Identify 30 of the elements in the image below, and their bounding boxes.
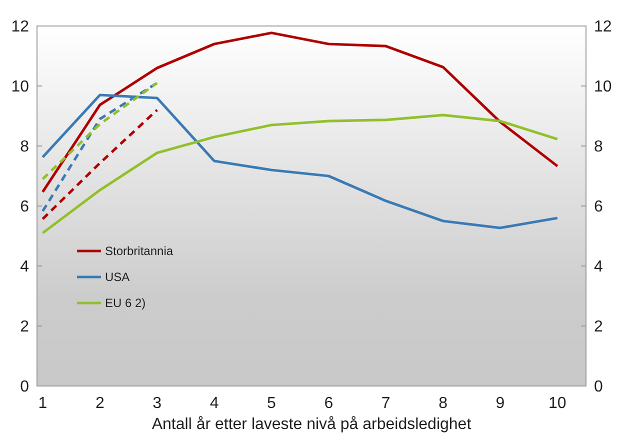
x-tick-label: 2 <box>95 395 104 412</box>
legend-label: Storbritannia <box>105 244 174 258</box>
y-tick-label: 4 <box>20 258 30 276</box>
x-tick-label: 5 <box>267 395 276 412</box>
y-tick-label: 0 <box>20 378 30 396</box>
y-tick-label: 6 <box>20 198 30 216</box>
x-tick-label: 6 <box>324 395 334 412</box>
y2-tick-label: 2 <box>594 318 603 336</box>
y2-tick-label: 0 <box>594 378 603 396</box>
y2-tick-label: 10 <box>594 78 612 96</box>
y2-tick-label: 12 <box>594 18 612 36</box>
x-tick-label: 1 <box>38 395 48 412</box>
y-tick-label: 2 <box>20 318 30 336</box>
y-tick-label: 8 <box>20 138 30 156</box>
x-tick-label: 10 <box>548 395 566 412</box>
y2-tick-label: 4 <box>594 258 603 276</box>
x-tick-label: 8 <box>438 395 448 412</box>
x-tick-label: 4 <box>210 395 219 412</box>
x-tick-label: 3 <box>152 395 162 412</box>
y-tick-label: 10 <box>11 78 30 96</box>
legend-label: USA <box>105 270 130 284</box>
y-tick-label: 12 <box>11 18 30 36</box>
y2-tick-label: 8 <box>594 138 603 156</box>
x-tick-label: 9 <box>496 395 505 412</box>
x-axis-title: Antall år etter laveste nivå på arbeidsledighet <box>152 416 472 433</box>
x-tick-label: 7 <box>381 395 390 412</box>
y2-tick-label: 6 <box>594 198 603 216</box>
line-series <box>41 114 559 234</box>
line-series <box>41 32 559 194</box>
legend-label: EU 6 2) <box>105 296 146 310</box>
